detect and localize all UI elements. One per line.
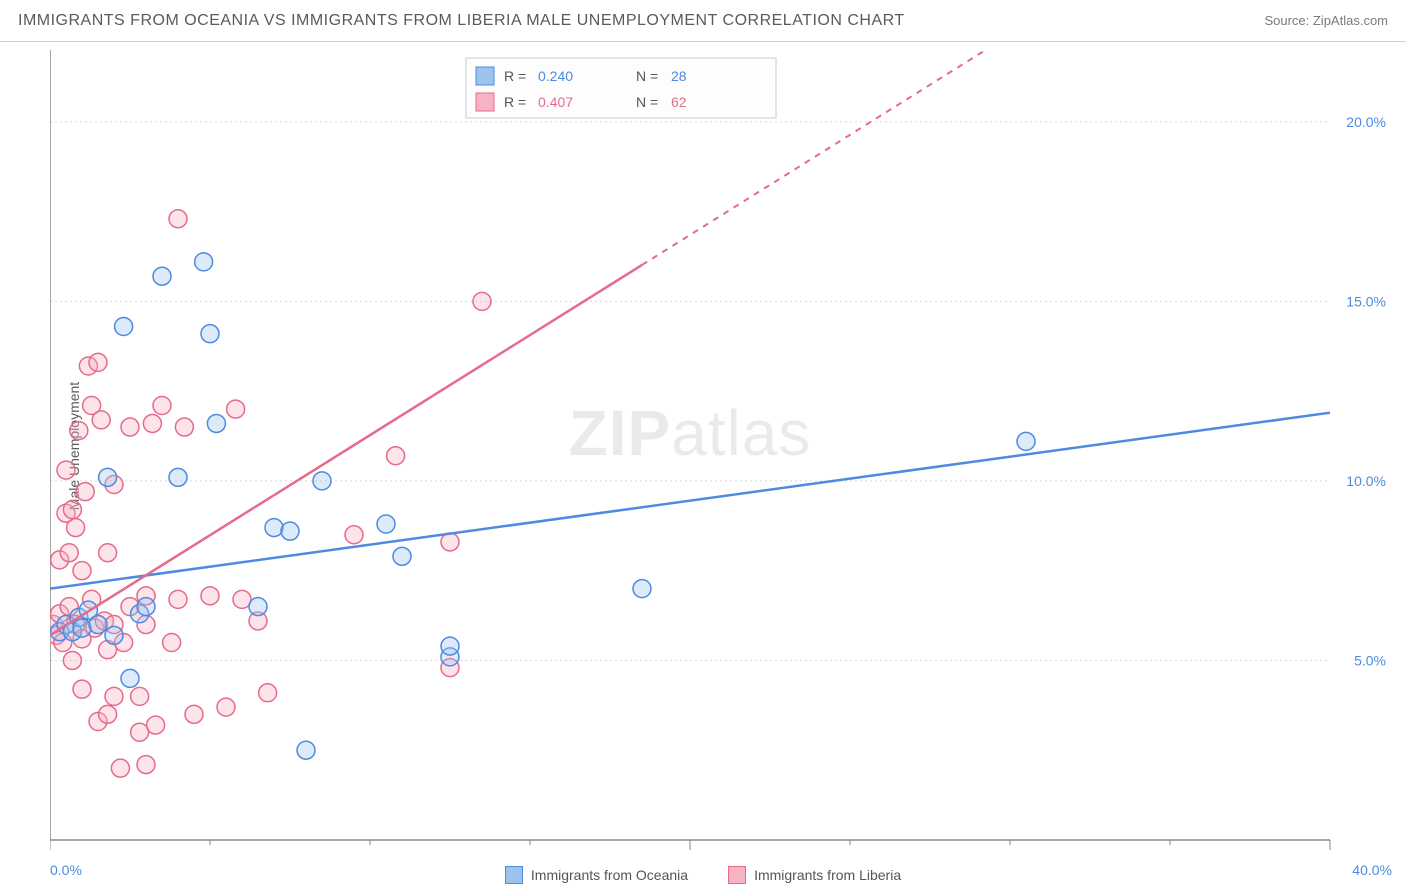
watermark: ZIPatlas bbox=[569, 397, 812, 469]
scatter-point-b bbox=[76, 483, 94, 501]
legend-r-value-a: 0.240 bbox=[538, 68, 573, 84]
scatter-point-a bbox=[153, 267, 171, 285]
scatter-point-b bbox=[105, 687, 123, 705]
scatter-point-a bbox=[169, 468, 187, 486]
swatch-liberia bbox=[728, 866, 746, 884]
scatter-point-b bbox=[92, 411, 110, 429]
scatter-point-b bbox=[89, 353, 107, 371]
plot-area: 5.0% 10.0% 15.0% 20.0% ZIPatlas R = 0.240 N = 28… bbox=[50, 50, 1392, 852]
legend-r-value-b: 0.407 bbox=[538, 94, 573, 110]
scatter-point-b bbox=[99, 544, 117, 562]
scatter-point-b bbox=[185, 705, 203, 723]
scatter-point-b bbox=[73, 680, 91, 698]
scatter-point-a bbox=[105, 626, 123, 644]
scatter-point-b bbox=[67, 519, 85, 537]
scatter-point-b bbox=[169, 210, 187, 228]
legend-swatch-b bbox=[476, 93, 494, 111]
scatter-point-a bbox=[249, 598, 267, 616]
scatter-point-a bbox=[73, 619, 91, 637]
scatter-point-b bbox=[73, 562, 91, 580]
scatter-point-b bbox=[131, 687, 149, 705]
bottom-legend-oceania: Immigrants from Oceania bbox=[505, 866, 688, 884]
legend-label-oceania: Immigrants from Oceania bbox=[531, 867, 688, 883]
scatter-point-b bbox=[111, 759, 129, 777]
scatter-point-b bbox=[227, 400, 245, 418]
scatter-point-a bbox=[393, 547, 411, 565]
scatter-point-b bbox=[137, 756, 155, 774]
scatter-point-a bbox=[137, 598, 155, 616]
scatter-point-a bbox=[99, 468, 117, 486]
scatter-point-a bbox=[441, 637, 459, 655]
scatter-point-b bbox=[147, 716, 165, 734]
swatch-oceania bbox=[505, 866, 523, 884]
scatter-point-a bbox=[281, 522, 299, 540]
legend-n-label-b: N = bbox=[636, 94, 658, 110]
scatter-point-a bbox=[195, 253, 213, 271]
scatter-point-b bbox=[57, 461, 75, 479]
legend-swatch-a bbox=[476, 67, 494, 85]
scatter-point-b bbox=[259, 684, 277, 702]
scatter-point-a bbox=[207, 414, 225, 432]
scatter-point-b bbox=[201, 587, 219, 605]
scatter-point-b bbox=[345, 526, 363, 544]
scatter-point-b bbox=[217, 698, 235, 716]
scatter-point-a bbox=[313, 472, 331, 490]
scatter-point-a bbox=[201, 325, 219, 343]
source-label: Source: ZipAtlas.com bbox=[1264, 13, 1388, 28]
scatter-point-b bbox=[143, 414, 161, 432]
bottom-legend: Immigrants from Oceania Immigrants from … bbox=[0, 866, 1406, 884]
y-tick-label: 10.0% bbox=[1346, 473, 1386, 489]
scatter-point-a bbox=[377, 515, 395, 533]
scatter-point-b bbox=[169, 590, 187, 608]
scatter-point-b bbox=[153, 397, 171, 415]
scatter-point-a bbox=[297, 741, 315, 759]
scatter-point-b bbox=[163, 634, 181, 652]
legend-n-label-a: N = bbox=[636, 68, 658, 84]
trend-line-b bbox=[50, 265, 642, 635]
y-tick-label: 5.0% bbox=[1354, 652, 1386, 668]
scatter-point-a bbox=[1017, 432, 1035, 450]
bottom-legend-liberia: Immigrants from Liberia bbox=[728, 866, 901, 884]
scatter-point-b bbox=[175, 418, 193, 436]
scatter-point-b bbox=[70, 422, 88, 440]
scatter-point-b bbox=[121, 418, 139, 436]
title-bar: IMMIGRANTS FROM OCEANIA VS IMMIGRANTS FR… bbox=[0, 0, 1406, 42]
chart-svg: 5.0% 10.0% 15.0% 20.0% ZIPatlas R = 0.240 N = 28… bbox=[50, 50, 1392, 852]
y-tick-label: 20.0% bbox=[1346, 114, 1386, 130]
scatter-point-b bbox=[99, 705, 117, 723]
scatter-point-b bbox=[387, 447, 405, 465]
scatter-point-b bbox=[63, 651, 81, 669]
chart-title: IMMIGRANTS FROM OCEANIA VS IMMIGRANTS FR… bbox=[18, 12, 905, 30]
scatter-point-a bbox=[265, 519, 283, 537]
scatter-point-a bbox=[89, 616, 107, 634]
legend-r-label-b: R = bbox=[504, 94, 526, 110]
legend-label-liberia: Immigrants from Liberia bbox=[754, 867, 901, 883]
scatter-point-a bbox=[633, 580, 651, 598]
scatter-point-b bbox=[473, 292, 491, 310]
scatter-point-b bbox=[63, 501, 81, 519]
legend-n-value-b: 62 bbox=[671, 94, 687, 110]
legend-r-label-a: R = bbox=[504, 68, 526, 84]
y-tick-label: 15.0% bbox=[1346, 293, 1386, 309]
scatter-point-b bbox=[60, 544, 78, 562]
legend-n-value-a: 28 bbox=[671, 68, 687, 84]
scatter-point-a bbox=[115, 318, 133, 336]
scatter-point-a bbox=[121, 669, 139, 687]
